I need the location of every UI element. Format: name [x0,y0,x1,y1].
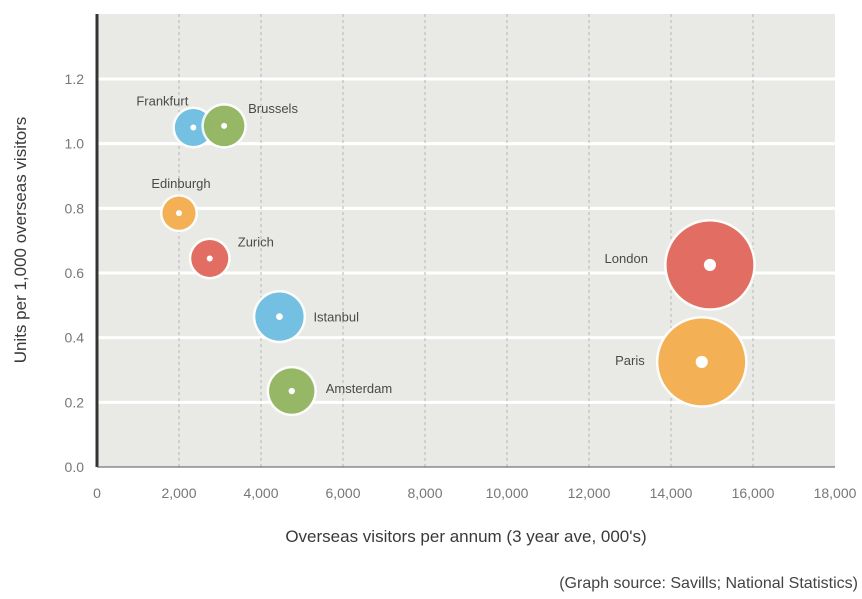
bubble-center-paris [696,356,708,368]
y-tick-label: 0.4 [65,330,85,346]
x-tick-label: 16,000 [732,485,775,501]
y-tick-label: 0.2 [65,394,85,410]
x-tick-label: 2,000 [161,485,196,501]
bubble-label-london: London [605,251,648,266]
x-tick-label: 12,000 [568,485,611,501]
y-tick-labels: 0.0 0.2 0.4 0.6 0.8 1.0 1.2 [65,71,85,475]
bubble-label-amsterdam: Amsterdam [326,381,392,396]
y-axis-title: Units per 1,000 overseas visitors [11,117,30,364]
y-tick-label: 0.0 [65,459,85,475]
bubble-center-edinburgh [176,210,182,216]
x-tick-label: 14,000 [650,485,693,501]
bubble-label-frankfurt: Frankfurt [136,94,188,109]
x-tick-label: 8,000 [407,485,442,501]
bubble-label-istanbul: Istanbul [313,310,359,325]
bubble-center-istanbul [276,313,283,320]
bubble-center-zurich [207,255,213,261]
y-tick-label: 0.6 [65,265,85,281]
bubble-center-brussels [221,123,227,129]
x-tick-label: 4,000 [243,485,278,501]
x-tick-label: 18,000 [814,485,857,501]
bubble-label-edinburgh: Edinburgh [151,176,210,191]
y-tick-label: 1.0 [65,136,85,152]
source-note: (Graph source: Savills; National Statist… [559,575,858,592]
x-axis-title: Overseas visitors per annum (3 year ave,… [285,527,646,546]
y-tick-label: 1.2 [65,71,85,87]
x-tick-label: 10,000 [486,485,529,501]
x-tick-label: 0 [93,485,101,501]
x-tick-label: 6,000 [325,485,360,501]
bubble-center-london [704,259,716,271]
bubble-label-paris: Paris [615,353,645,368]
x-tick-labels: 0 2,000 4,000 6,000 8,000 10,000 12,000 14,000 1… [93,485,857,501]
y-tick-label: 0.8 [65,200,85,216]
bubble-label-zurich: Zurich [238,234,274,249]
bubble-center-frankfurt [190,125,196,131]
bubble-center-amsterdam [289,388,295,394]
bubble-label-brussels: Brussels [248,101,298,116]
